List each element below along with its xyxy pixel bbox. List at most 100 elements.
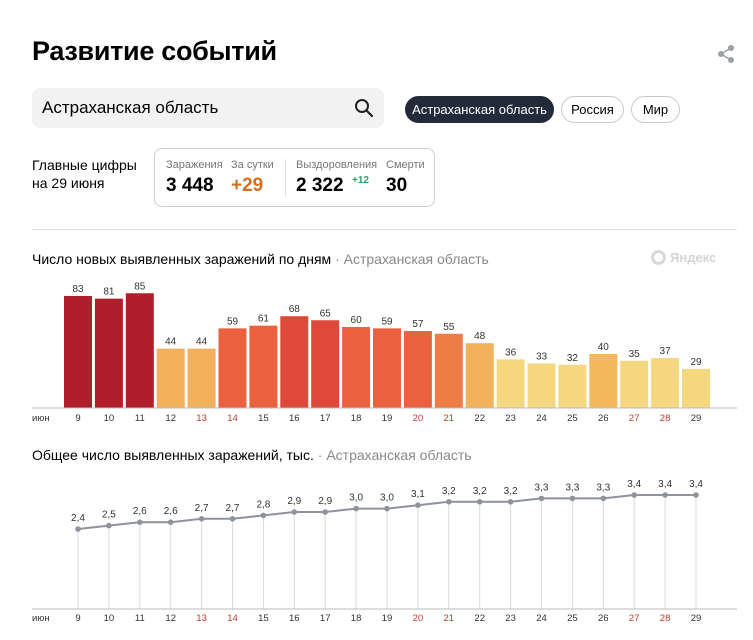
bar-value-label: 55 (443, 322, 455, 333)
data-point (229, 516, 236, 522)
bar-value-label: 83 (72, 284, 84, 295)
point-value-label: 2,5 (102, 510, 116, 521)
x-tick-label: 28 (660, 613, 671, 624)
x-tick-label: 21 (444, 613, 455, 624)
share-icon[interactable] (716, 44, 736, 64)
yandex-watermark-text: Яндекс (670, 250, 717, 265)
x-tick-label: 16 (289, 613, 300, 624)
point-value-label: 2,9 (287, 496, 301, 507)
x-tick-label: 19 (382, 613, 393, 624)
bar (403, 331, 432, 408)
x-tick-label: 11 (135, 413, 145, 424)
x-tick-label: 24 (536, 613, 547, 624)
bar-value-label: 40 (598, 342, 610, 353)
month-label: июн (32, 613, 50, 624)
point-value-label: 2,7 (195, 503, 209, 514)
bar (373, 328, 401, 408)
x-tick-label: 22 (474, 413, 485, 424)
x-tick-label: 13 (196, 613, 207, 624)
x-tick-label: 18 (351, 413, 362, 424)
data-point (507, 499, 514, 505)
deaths-value: 30 (386, 175, 408, 196)
daily-chart-title-text: Число новых выявленных заражений по дням (32, 251, 332, 267)
total-chart-title: Общее число выявленных заражений, тыс. ·… (32, 447, 472, 463)
x-tick-label: 13 (196, 413, 207, 424)
region-search (32, 88, 384, 128)
summary-label-line1: Главные цифры (32, 157, 137, 173)
point-value-label: 3,3 (535, 482, 549, 493)
data-point (75, 526, 81, 532)
x-tick-label: 15 (258, 413, 269, 424)
bar (218, 328, 247, 408)
bar-value-label: 44 (165, 337, 177, 348)
point-value-label: 3,4 (658, 479, 672, 490)
search-icon[interactable] (354, 98, 374, 118)
bar-value-label: 57 (412, 319, 424, 330)
x-tick-label: 9 (75, 413, 80, 424)
x-tick-label: 14 (227, 413, 238, 424)
data-point (415, 502, 421, 508)
data-point (322, 509, 329, 515)
section-divider (32, 229, 737, 230)
bar (465, 343, 494, 408)
data-point (631, 492, 637, 498)
x-tick-label: 20 (413, 413, 424, 424)
bar-value-label: 35 (629, 349, 641, 360)
data-point (353, 505, 359, 512)
x-tick-label: 12 (165, 613, 176, 624)
bar (651, 358, 680, 408)
daily-chart-region: Астраханская область (343, 251, 489, 267)
bar-value-label: 68 (289, 304, 301, 315)
point-value-label: 2,4 (71, 513, 85, 524)
bar-value-label: 60 (351, 315, 363, 326)
x-tick-label: 28 (660, 413, 671, 424)
x-tick-label: 27 (629, 413, 640, 424)
bar (589, 354, 618, 408)
point-value-label: 3,4 (689, 479, 703, 490)
bar-value-label: 33 (536, 351, 548, 362)
x-tick-label: 29 (691, 413, 702, 424)
infections-label: Заражения (166, 159, 223, 171)
bar (682, 368, 710, 408)
data-point (384, 505, 390, 512)
bar (434, 333, 463, 408)
data-point (693, 492, 699, 498)
point-value-label: 3,0 (349, 493, 363, 504)
point-value-label: 3,3 (565, 482, 579, 493)
point-value-label: 3,2 (473, 486, 487, 497)
daily-chart-title: Число новых выявленных заражений по дням… (32, 251, 489, 267)
data-point (198, 516, 205, 522)
x-tick-label: 19 (382, 413, 393, 424)
x-tick-label: 26 (598, 613, 609, 624)
summary-label-date: на 29 июня (32, 175, 105, 191)
region-pill-russia[interactable]: Россия (561, 96, 624, 123)
x-tick-label: 29 (691, 613, 702, 624)
data-point (538, 495, 545, 502)
recovered-value: 2 322 (296, 175, 344, 196)
data-point (260, 512, 267, 519)
bar-value-label: 32 (567, 353, 579, 364)
data-point (291, 509, 298, 515)
bar (187, 348, 216, 408)
total-chart-title-text: Общее число выявленных заражений, тыс. (32, 447, 314, 463)
total-cases-chart: 2,4 9 2,5 10 2,6 11 2,6 12 2,7 13 2,7 14 2,8 15 2,9 16 2… (32, 479, 737, 624)
recovered-label: Выздоровления (296, 159, 378, 171)
bar-value-label: 37 (660, 346, 672, 357)
x-tick-label: 14 (227, 613, 238, 624)
yandex-ring-icon (651, 250, 666, 265)
point-value-label: 3,3 (596, 482, 610, 493)
bar-value-label: 61 (258, 314, 270, 325)
daily-value: +29 (231, 175, 264, 196)
region-pill-world[interactable]: Мир (631, 96, 680, 123)
bar-value-label: 59 (381, 316, 393, 327)
bar-value-label: 36 (505, 347, 517, 358)
point-value-label: 3,1 (411, 489, 425, 500)
x-tick-label: 18 (351, 613, 362, 624)
search-input[interactable] (42, 88, 342, 128)
deaths-label: Смерти (386, 159, 425, 171)
x-tick-label: 16 (289, 413, 300, 424)
region-pill-astrakhan[interactable]: Астраханская область (405, 96, 554, 123)
bar-value-label: 65 (320, 308, 332, 319)
x-tick-label: 27 (629, 613, 640, 624)
x-tick-label: 24 (536, 413, 547, 424)
